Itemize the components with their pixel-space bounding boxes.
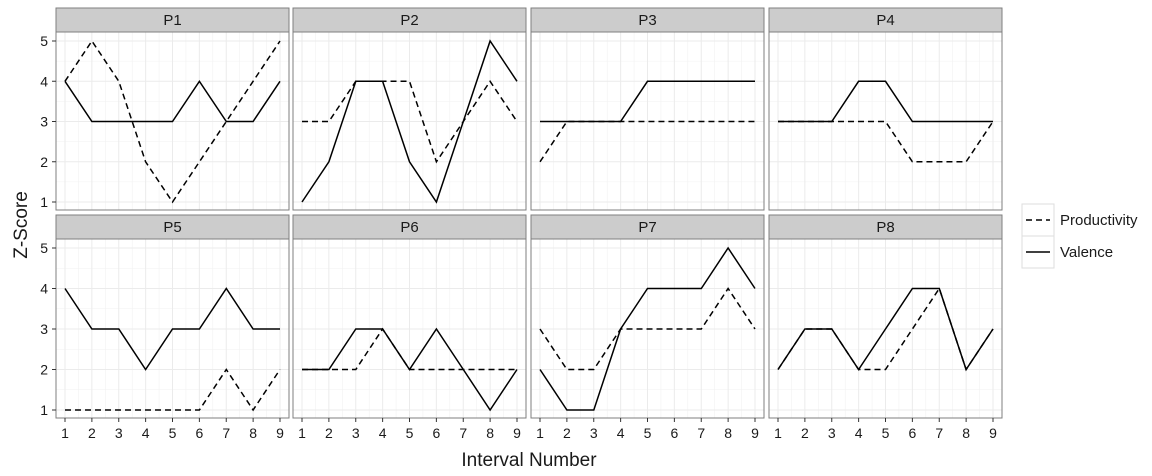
- x-tick-label: 5: [882, 425, 890, 441]
- x-tick-label: 7: [459, 425, 467, 441]
- x-tick-label: 5: [644, 425, 652, 441]
- x-tick-label: 4: [142, 425, 150, 441]
- x-tick-label: 8: [249, 425, 257, 441]
- x-tick-label: 6: [908, 425, 916, 441]
- series-line-productivity: [539, 287, 756, 371]
- series-line-productivity: [65, 368, 281, 412]
- series-line-valence: [540, 80, 755, 123]
- x-tick-label: 3: [828, 425, 836, 441]
- y-tick-label: 3: [40, 114, 48, 130]
- panel-strip: [292, 7, 527, 33]
- y-tick-label: 1: [40, 402, 48, 418]
- series-line-productivity: [539, 120, 755, 163]
- x-tick-label: 8: [962, 425, 970, 441]
- panel-strip: [530, 214, 765, 240]
- panel-p4: P4: [768, 7, 1003, 211]
- x-tick-label: 7: [935, 425, 943, 441]
- series-line-valence: [539, 246, 756, 411]
- panel-border: [292, 31, 527, 211]
- panel-title: P1: [163, 12, 181, 29]
- y-tick-label: 2: [40, 362, 48, 378]
- x-tick-label: 7: [222, 425, 230, 441]
- panel-strip: [768, 214, 1003, 240]
- x-tick-label: 9: [989, 425, 997, 441]
- x-tick-label: 5: [169, 425, 177, 441]
- panel-title: P4: [876, 12, 894, 29]
- x-tick-label: 7: [697, 425, 705, 441]
- panel-title: P6: [400, 219, 418, 236]
- x-tick-label: 5: [406, 425, 414, 441]
- series-line-valence: [778, 80, 993, 123]
- panel-strip: [530, 7, 765, 33]
- x-tick-label: 4: [617, 425, 625, 441]
- panel-title: P5: [163, 219, 181, 236]
- series-line-productivity: [64, 39, 281, 204]
- x-tick-label: 8: [486, 425, 494, 441]
- y-tick-label: 3: [40, 321, 48, 337]
- panel-p3: P3: [530, 7, 765, 211]
- series-line-productivity: [302, 79, 518, 164]
- x-tick-label: 1: [298, 425, 306, 441]
- panel-p8: P8 1 2 3 4 5 6 7 8 9: [768, 214, 1003, 441]
- x-tick-label: 1: [774, 425, 782, 441]
- x-tick-label: 6: [195, 425, 203, 441]
- x-tick-label: 1: [536, 425, 544, 441]
- legend-label: Valence: [1060, 244, 1113, 261]
- panel-title: P2: [400, 12, 418, 29]
- x-tick-label: 1: [61, 425, 69, 441]
- y-tick-label: 4: [40, 73, 48, 89]
- series-line-valence: [64, 287, 280, 371]
- x-tick-label: 3: [352, 425, 360, 441]
- panel-title: P7: [638, 219, 656, 236]
- panel-border: [768, 31, 1003, 211]
- series-line-valence: [302, 327, 518, 412]
- x-tick-label: 9: [276, 425, 284, 441]
- x-tick-label: 2: [563, 425, 571, 441]
- panel-p7: P7 1 2 3 4 5 6 7 8 9: [530, 214, 765, 441]
- x-tick-label: 6: [670, 425, 678, 441]
- x-tick-label: 9: [513, 425, 521, 441]
- y-tick-label: 2: [40, 154, 48, 170]
- panel-p2: P2: [292, 7, 527, 211]
- x-tick-label: 2: [88, 425, 96, 441]
- x-tick-label: 4: [855, 425, 863, 441]
- panel-p5: P5 1 2 3 4 5 1 2 3 4 5 6 7 8 9: [40, 214, 290, 441]
- legend: Productivity Valence: [1021, 203, 1138, 269]
- x-tick-label: 2: [325, 425, 333, 441]
- panel-border: [530, 31, 765, 211]
- y-tick-label: 4: [40, 281, 48, 297]
- panel-title: P3: [638, 12, 656, 29]
- y-tick-label: 5: [40, 33, 48, 49]
- x-tick-label: 9: [751, 425, 759, 441]
- x-tick-label: 3: [590, 425, 598, 441]
- y-tick-label: 5: [40, 240, 48, 256]
- panel-strip: [55, 7, 290, 33]
- x-tick-label: 3: [115, 425, 123, 441]
- y-axis-title: Z-Score: [11, 191, 32, 259]
- panel-title: P8: [876, 219, 894, 236]
- x-tick-label: 2: [801, 425, 809, 441]
- x-tick-label: 6: [432, 425, 440, 441]
- y-tick-label: 1: [40, 194, 48, 210]
- panel-strip: [768, 7, 1003, 33]
- x-tick-label: 4: [379, 425, 387, 441]
- series-line-valence: [301, 39, 518, 204]
- series-line-valence: [777, 287, 994, 372]
- x-axis-title: Interval Number: [461, 450, 597, 471]
- legend-label: Productivity: [1060, 212, 1138, 229]
- panel-strip: [55, 214, 290, 240]
- panel-p1: P1 1 2 3 4 5: [40, 7, 290, 211]
- series-line-valence: [64, 79, 281, 123]
- panel-p6: P6 1 2 3 4 5 6 7 8 9: [292, 214, 527, 441]
- x-tick-label: 8: [724, 425, 732, 441]
